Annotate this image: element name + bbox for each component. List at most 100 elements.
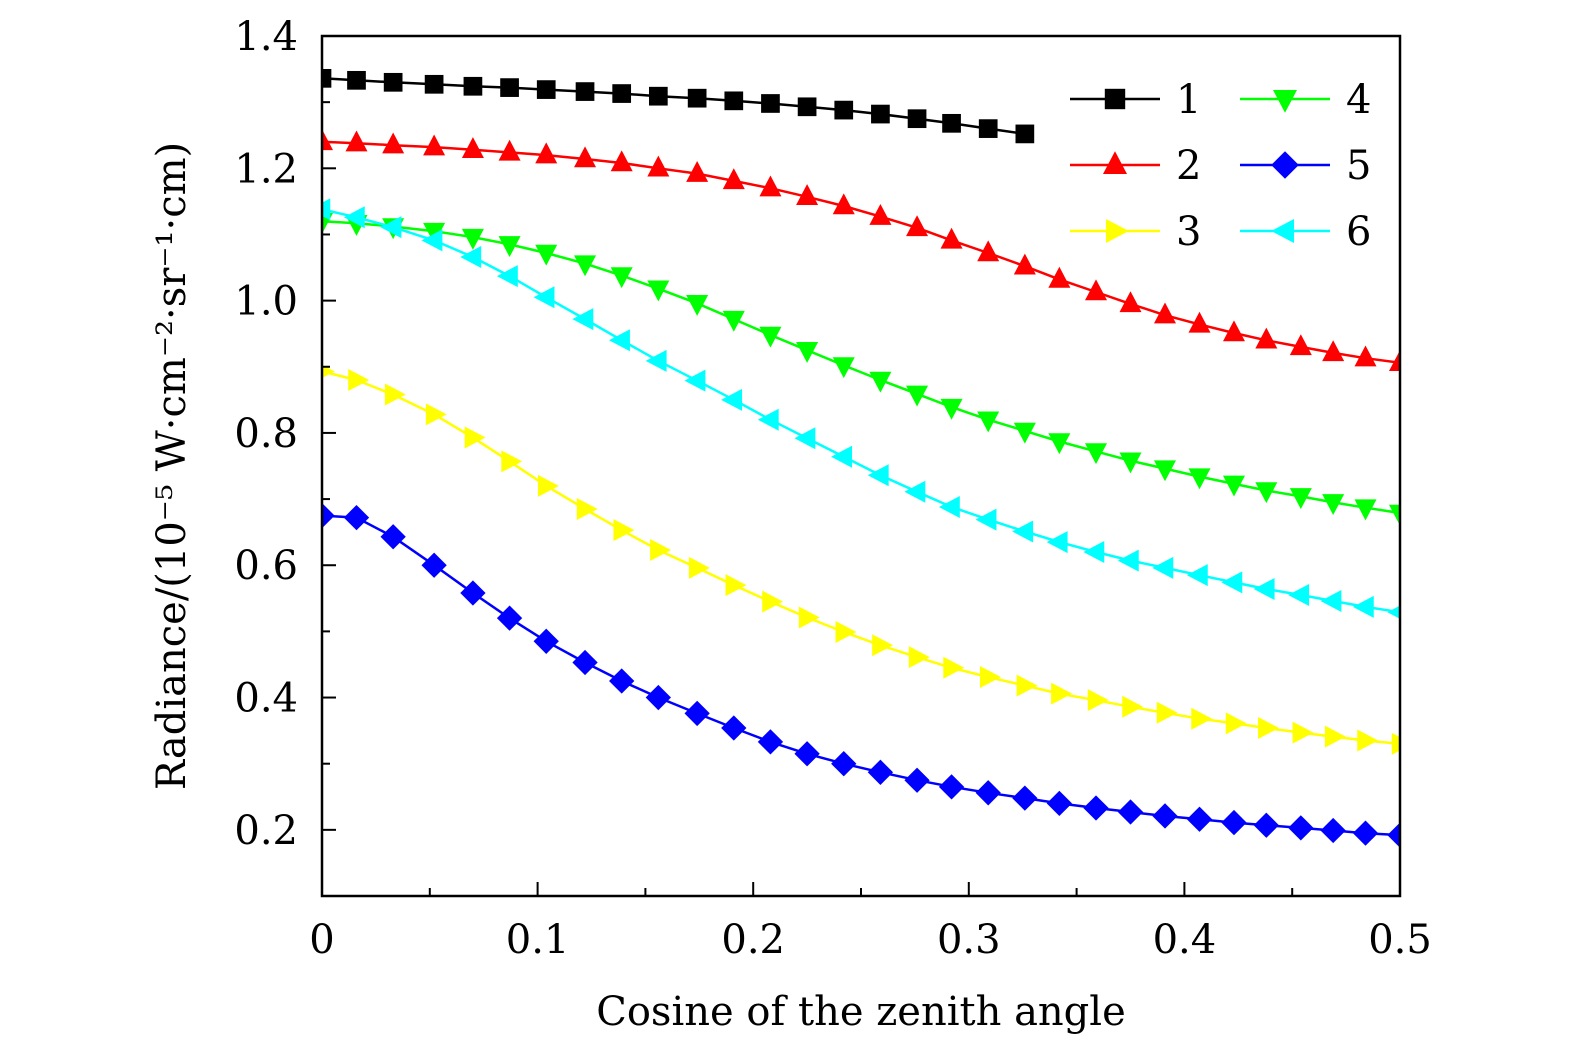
series-6-point bbox=[757, 408, 779, 431]
series-1 bbox=[322, 68, 1035, 144]
series-3-point bbox=[650, 539, 671, 562]
series-2-point bbox=[940, 227, 963, 249]
series-3-line bbox=[322, 370, 1400, 746]
series-6-point bbox=[1320, 589, 1342, 612]
series-1-point bbox=[383, 72, 403, 92]
series-3-point bbox=[1122, 695, 1144, 718]
series-4-point bbox=[423, 222, 446, 244]
series-4-point bbox=[498, 236, 521, 258]
series-6-point bbox=[975, 508, 997, 531]
series-2-point bbox=[647, 155, 670, 177]
series-1-point bbox=[463, 76, 483, 96]
series-6-point bbox=[343, 206, 365, 229]
series-4-point bbox=[1048, 433, 1071, 455]
series-2-point bbox=[1085, 279, 1108, 301]
series-5-point bbox=[1117, 799, 1144, 825]
series-6-point bbox=[572, 308, 594, 331]
series-5-point bbox=[380, 524, 406, 550]
legend-label: 5 bbox=[1346, 143, 1371, 189]
series-4-point bbox=[1085, 443, 1108, 465]
series-6-point bbox=[867, 464, 889, 487]
series-1-point bbox=[536, 80, 556, 99]
legend-label: 4 bbox=[1346, 77, 1371, 123]
legend-marker bbox=[1271, 219, 1294, 243]
series-2-point bbox=[906, 215, 929, 237]
series-2-point bbox=[1255, 327, 1278, 349]
series-5-point bbox=[1387, 822, 1400, 848]
series-3-point bbox=[1258, 716, 1279, 739]
legend-label: 6 bbox=[1346, 209, 1371, 255]
y-tick-label: 0.4 bbox=[234, 676, 298, 722]
series-6-point bbox=[938, 496, 960, 519]
series-6-line bbox=[322, 208, 1400, 614]
legend-label: 2 bbox=[1176, 143, 1201, 189]
series-1-point bbox=[761, 94, 780, 113]
series-5-point bbox=[645, 684, 671, 711]
series-1-point bbox=[424, 74, 444, 94]
series-4-point bbox=[535, 244, 558, 266]
series-3-point bbox=[425, 403, 447, 426]
series-2 bbox=[322, 129, 1400, 372]
series-3-point bbox=[576, 498, 598, 520]
legend-entry-1: 1 bbox=[1070, 77, 1201, 123]
axis-ticks: 0 0.1 0.2 0.3 0.4 0.5 0.2 0.4 0.6 0.8 1.0 1.2 1.4 bbox=[234, 14, 1431, 963]
series-2-point bbox=[1013, 253, 1036, 275]
series-1-point bbox=[687, 88, 707, 108]
series-4-point bbox=[940, 398, 963, 420]
series-5-point bbox=[609, 668, 635, 694]
series-5-point bbox=[496, 605, 523, 631]
series-2-point bbox=[1222, 320, 1245, 342]
series-5-point bbox=[684, 700, 710, 727]
series-3-point bbox=[348, 369, 370, 391]
series-3-point bbox=[979, 666, 1001, 689]
series-2-point bbox=[535, 142, 558, 164]
series-3-point bbox=[464, 426, 486, 449]
series-6-point bbox=[1253, 578, 1275, 601]
series-3 bbox=[322, 364, 1400, 755]
series-6 bbox=[322, 198, 1400, 619]
series-3-point bbox=[1292, 721, 1314, 744]
series-2-point bbox=[1289, 334, 1312, 356]
legend-entry-3: 3 bbox=[1070, 209, 1201, 255]
legend-marker bbox=[1273, 90, 1297, 113]
series-4-point bbox=[1289, 488, 1312, 510]
series-1-point bbox=[500, 78, 519, 97]
series-4-point bbox=[461, 228, 484, 250]
legend-entry-6: 6 bbox=[1240, 209, 1371, 255]
series-6-point bbox=[1288, 584, 1310, 606]
x-tick-label: 0.1 bbox=[506, 917, 570, 963]
series-3-point bbox=[1191, 707, 1213, 730]
series-2-point bbox=[574, 146, 597, 168]
series-4-point bbox=[1354, 499, 1377, 521]
series-5-line bbox=[322, 514, 1400, 837]
series-5-point bbox=[867, 759, 894, 785]
x-tick-label: 0.2 bbox=[721, 917, 785, 963]
y-tick-label: 0.2 bbox=[234, 808, 298, 854]
series-5-point bbox=[533, 628, 559, 654]
series-4-point bbox=[574, 255, 597, 277]
series-4-point bbox=[722, 310, 745, 332]
legend: 1 2 3 4 5 6 bbox=[1070, 77, 1371, 255]
series-1-point bbox=[575, 82, 595, 101]
series-4-point bbox=[686, 295, 709, 316]
series-3-point bbox=[725, 574, 747, 597]
series-4-point bbox=[647, 280, 670, 302]
series-4-point bbox=[869, 371, 892, 393]
series-5-point bbox=[1152, 803, 1178, 829]
series-5-point bbox=[1320, 817, 1346, 844]
series-1-point bbox=[648, 86, 668, 106]
series-2-point bbox=[1188, 311, 1211, 333]
series-4-point bbox=[1222, 475, 1245, 497]
legend-entry-5: 5 bbox=[1240, 143, 1371, 189]
series-2-point bbox=[1322, 340, 1345, 362]
series-4-point bbox=[906, 385, 929, 407]
series-5-point bbox=[1186, 806, 1213, 832]
series-3-point bbox=[1391, 732, 1400, 755]
series-2-point bbox=[1354, 345, 1377, 367]
series-4-point bbox=[759, 326, 782, 348]
series-3-point bbox=[943, 656, 965, 679]
series-5-point bbox=[1352, 820, 1379, 846]
series-1-point bbox=[612, 84, 632, 103]
series-5-point bbox=[460, 580, 486, 606]
